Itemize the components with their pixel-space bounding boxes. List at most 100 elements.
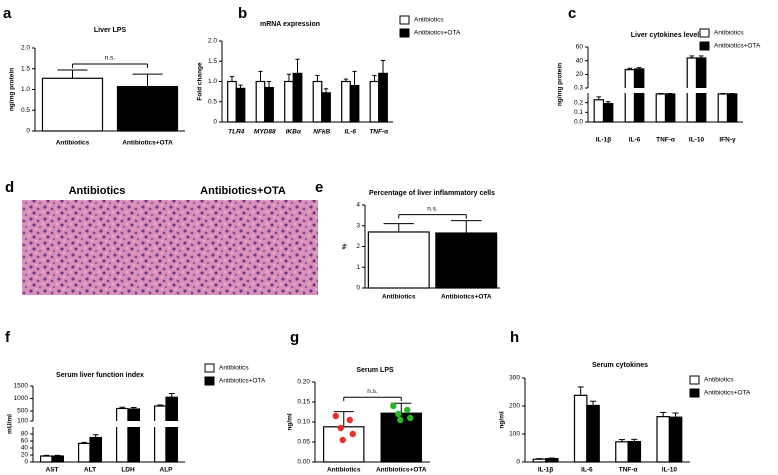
bar — [668, 416, 683, 463]
annotation: n.s. — [105, 55, 116, 62]
x-tick-label: TNF-α — [369, 129, 389, 136]
bar — [369, 80, 380, 123]
y-tick-label: 0.5 — [208, 98, 217, 105]
y-tick-label: 0 — [356, 285, 360, 292]
annotation: n.s. — [427, 205, 438, 212]
legend-label: Antibiotics — [704, 377, 734, 384]
bar — [624, 69, 636, 123]
axis-break — [586, 88, 745, 93]
bar — [284, 80, 294, 123]
bar — [378, 72, 388, 123]
y-tick-label: 20 — [21, 452, 29, 459]
x-tick-label: TNF-α — [619, 467, 638, 474]
y-tick-label: 0.3 — [574, 85, 583, 92]
bar — [573, 394, 588, 463]
bar — [165, 396, 178, 463]
legend-swatch — [399, 15, 410, 25]
y-tick-label: 0.20 — [297, 379, 310, 386]
bar — [39, 455, 53, 463]
bar — [586, 404, 600, 463]
histology-image — [22, 200, 172, 295]
x-tick-label: ALP — [160, 467, 174, 474]
y-axis-label: ng/mg protein — [557, 63, 564, 106]
x-tick-label: NFkB — [313, 129, 330, 136]
x-tick-label: AST — [46, 467, 59, 474]
x-tick-label: LDH — [121, 467, 135, 474]
y-tick-label: 2 — [356, 243, 360, 250]
bar — [726, 93, 738, 123]
y-tick-label: 0.05 — [297, 439, 310, 446]
chart-title: Serum cytokines — [592, 362, 648, 369]
bar — [127, 408, 140, 463]
y-tick-label: 80 — [21, 431, 29, 438]
legend-label: Antibiotics+OTA — [219, 378, 266, 385]
y-tick-label: 2.0 — [208, 38, 217, 45]
x-tick-label: IL-6 — [344, 129, 356, 136]
histology-image — [168, 200, 318, 295]
bar — [321, 92, 331, 123]
legend-label: Antibiotics — [414, 17, 444, 24]
panel-letter: d — [5, 179, 14, 196]
y-tick-label: 0.0 — [574, 119, 583, 126]
bar — [227, 80, 237, 123]
legend-swatch — [204, 376, 215, 386]
bar — [655, 93, 667, 123]
annotation: n.s. — [367, 388, 378, 395]
bar — [633, 68, 645, 123]
bar — [323, 426, 365, 463]
y-tick-label: 1.5 — [208, 58, 217, 65]
legend-label: Antibiotics — [219, 365, 249, 372]
legend-swatch — [204, 363, 215, 373]
y-tick-label: 60 — [576, 44, 584, 51]
axis-break — [31, 421, 187, 427]
y-tick-label: 0.15 — [297, 399, 310, 406]
y-tick-label: 100 — [509, 431, 520, 438]
bar — [545, 458, 559, 463]
bar — [51, 455, 64, 463]
bar — [41, 77, 104, 132]
chart-title: Serum liver function index — [56, 372, 144, 379]
x-tick-label: Antibiotics — [382, 294, 416, 301]
x-tick-label: IL-10 — [662, 467, 678, 474]
y-tick-label: 3 — [356, 222, 360, 229]
y-tick-label: 100 — [17, 418, 28, 425]
panel-letter: a — [3, 5, 12, 22]
y-tick-label: 60 — [21, 438, 29, 445]
bar — [115, 407, 129, 463]
image-title: Antibiotics — [69, 185, 126, 197]
legend-label: Antibiotics+OTA — [704, 390, 751, 397]
legend-swatch — [699, 41, 710, 51]
bar — [627, 440, 642, 463]
x-tick-label: Antibiotics+OTA — [122, 140, 173, 147]
panel-letter: e — [315, 179, 323, 196]
legend-label: Antibiotics — [714, 30, 744, 37]
y-tick-label: 0.10 — [297, 419, 310, 426]
y-tick-label: 0 — [24, 459, 28, 466]
y-tick-label: 0 — [213, 119, 217, 126]
x-tick-label: IL-6 — [581, 467, 593, 474]
x-tick-label: IKBα — [286, 129, 302, 136]
bar — [341, 80, 351, 123]
bar — [349, 84, 360, 123]
y-tick-label: 1.0 — [21, 86, 30, 93]
y-tick-label: 0.1 — [574, 109, 583, 116]
y-axis-label: mU/ml — [7, 414, 14, 434]
y-tick-label: 1500 — [14, 383, 29, 390]
y-axis-label: Fold change — [197, 62, 204, 101]
y-tick-label: 200 — [509, 403, 520, 410]
x-tick-label: ALT — [84, 467, 96, 474]
y-tick-label: 20 — [576, 71, 584, 78]
chart-title: Percentage of liver inflammatory cells — [369, 190, 495, 197]
y-tick-label: 4 — [356, 202, 360, 209]
y-tick-label: 40 — [21, 445, 29, 452]
x-tick-label: TNF-α — [656, 137, 675, 144]
y-tick-label: 0 — [26, 128, 30, 135]
data-point — [346, 416, 353, 424]
bar — [255, 80, 266, 123]
legend-label: Antibiotics+OTA — [414, 30, 461, 37]
image-title: Antibiotics+OTA — [200, 185, 286, 197]
x-tick-label: IL-1β — [596, 137, 612, 144]
bar — [312, 80, 323, 123]
legend-swatch — [399, 28, 410, 38]
y-tick-label: 1 — [356, 264, 360, 271]
